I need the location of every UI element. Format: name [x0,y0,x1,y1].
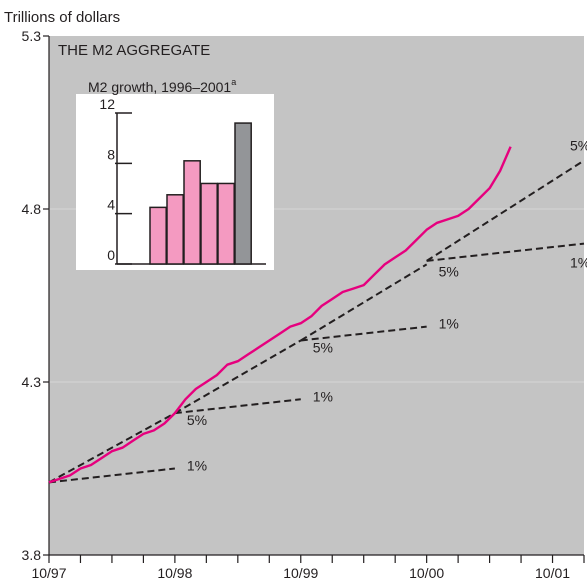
trend-line-label: 1% [187,458,207,474]
inset-bar [149,206,167,265]
inset-bars: 0 4 8 12 [99,96,266,265]
inset-bar [234,122,252,265]
inset-chart: M2 growth, 1996–2001a 0 4 8 12 [76,77,274,270]
y-tick-label: 3.8 [22,547,42,563]
inset-y-tick-label: 8 [107,146,115,162]
inset-bar [166,194,184,265]
trend-line [48,467,175,484]
trend-lines [48,159,585,484]
y-tick-label: 5.3 [22,28,42,44]
trend-line [426,242,585,262]
m2-line [48,146,512,484]
trend-line-label: 5% [187,412,207,428]
inset-bar [200,182,218,265]
trend-line-label: 1% [570,255,587,271]
trend-line-label: 5% [439,263,459,279]
y-axis-label: Trillions of dollars [4,9,120,26]
trend-line-label: 1% [439,316,459,332]
inset-title-main: M2 growth, 1996–2001 [88,79,231,95]
x-tick-label: 10/00 [409,565,444,581]
trend-line [174,339,302,415]
inset-title-note: a [231,77,236,87]
trend-line [48,412,176,484]
chart-title: THE M2 AGGREGATE [58,42,210,59]
inset-y-tick-label: 0 [107,247,115,263]
trend-line [300,325,427,342]
y-tick-label: 4.8 [22,201,42,217]
trend-line [300,263,428,342]
inset-bar [217,182,235,265]
trend-line-label: 1% [313,388,333,404]
trend-line [426,159,585,262]
x-tick-label: 10/01 [535,565,570,581]
inset-y-tick-label: 4 [107,197,115,213]
trend-line-label: 5% [570,138,587,154]
trend-line-label: 5% [313,339,333,355]
axis-ticks [43,35,585,563]
y-tick-label: 4.3 [22,374,42,390]
inset-title: M2 growth, 1996–2001a [88,77,236,95]
x-tick-label: 10/97 [31,565,66,581]
x-tick-label: 10/98 [157,565,192,581]
text-labels: 3.8 4.3 4.8 5.3 10/97 10/98 10/99 10/00 10/01 1% 5… [22,28,587,581]
trend-line [174,398,301,415]
m2-series [48,146,512,484]
x-tick-label: 10/99 [283,565,318,581]
inset-y-tick-label: 12 [99,96,115,112]
inset-bar [183,160,201,265]
